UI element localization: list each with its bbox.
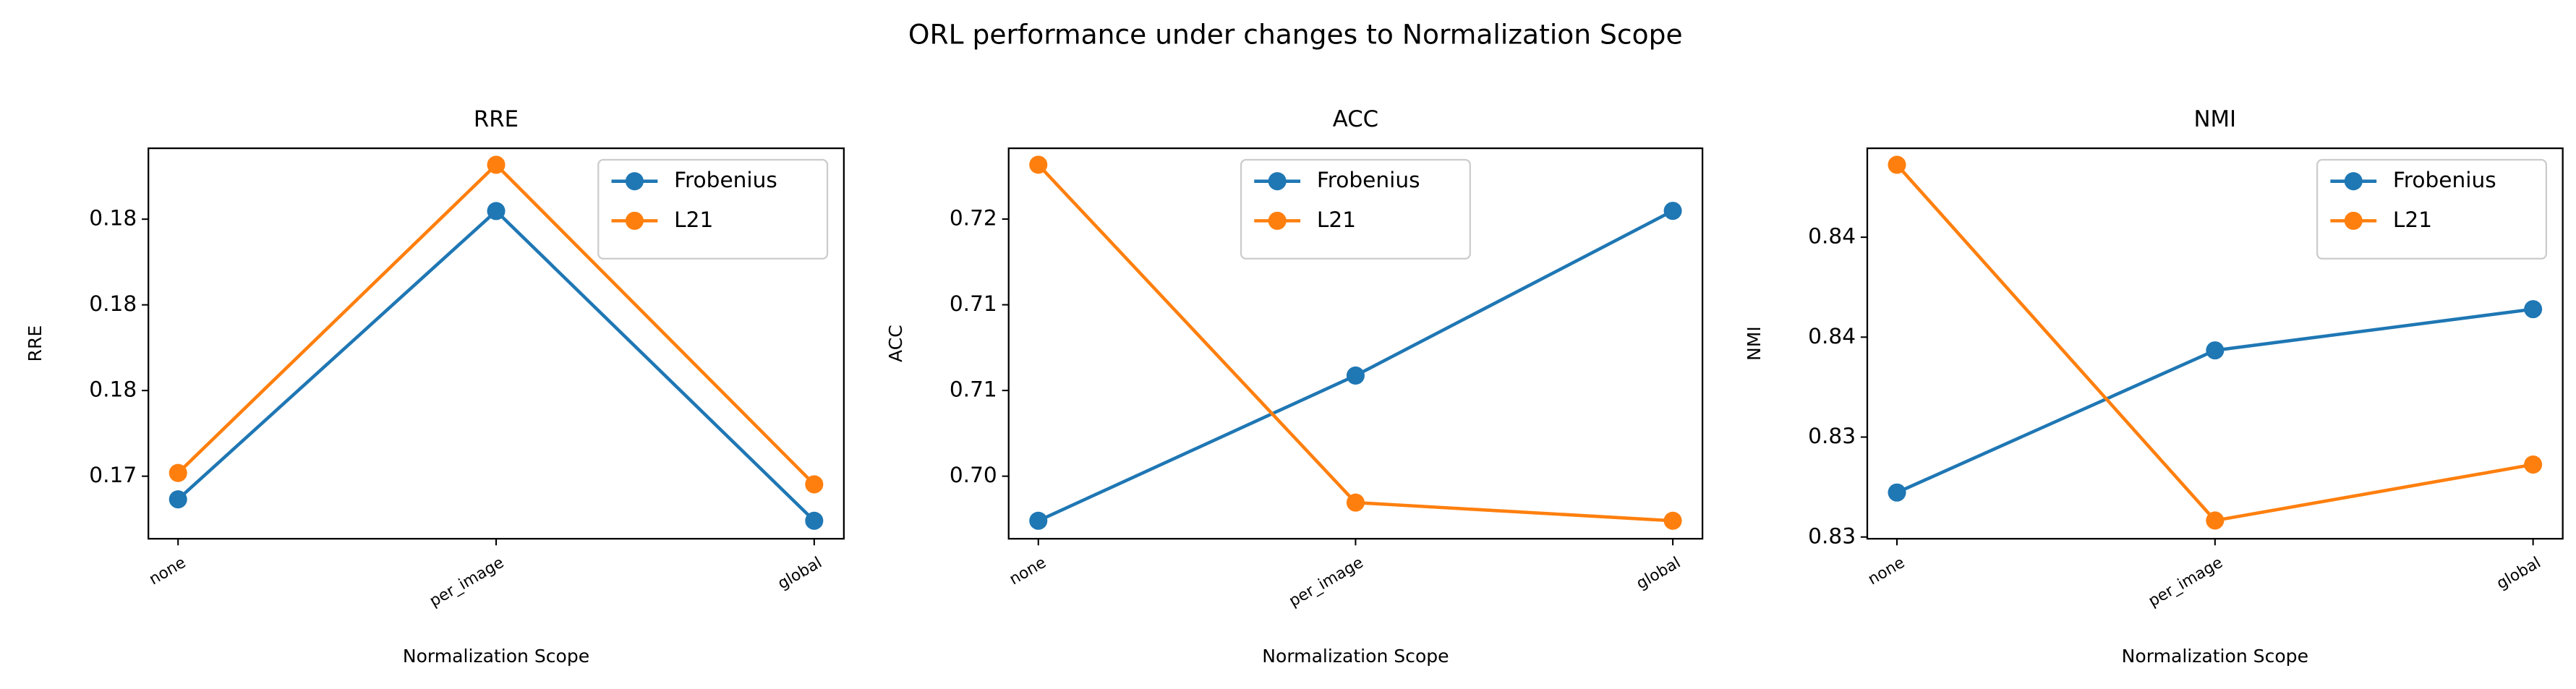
legend-marker (1268, 211, 1287, 230)
y-tick-label: 0.17 (89, 463, 137, 487)
legend-marker (625, 172, 644, 191)
legend-label: L21 (1317, 207, 1356, 232)
y-tick-label: 0.83 (1808, 424, 1856, 448)
legend-box (2316, 158, 2548, 260)
figure-title: ORL performance under changes to Normali… (908, 19, 1683, 51)
data-point (1888, 155, 1906, 174)
data-point (1346, 493, 1365, 512)
axes-frame (1866, 147, 2564, 540)
y-tick-label: 0.71 (950, 291, 997, 316)
subplot-title: ACC (1333, 106, 1378, 132)
subplot-title: RRE (474, 106, 519, 132)
legend-box (1240, 158, 1471, 260)
legend-label: L21 (2393, 207, 2432, 232)
data-point (1346, 366, 1365, 385)
data-point (169, 490, 187, 509)
data-point (169, 463, 187, 482)
y-tick-label: 0.83 (1808, 523, 1856, 548)
data-point (1663, 202, 1682, 221)
data-point (805, 475, 824, 494)
data-point (2524, 455, 2543, 474)
legend-label: Frobenius (674, 168, 777, 192)
y-tick-label: 0.71 (950, 377, 997, 402)
data-point (1029, 511, 1048, 530)
y-tick-label: 0.18 (89, 206, 137, 231)
y-tick-label: 0.84 (1808, 324, 1856, 348)
y-tick-label: 0.84 (1808, 224, 1856, 249)
data-point (1888, 483, 1906, 502)
y-axis-label: NMI (1744, 326, 1765, 361)
data-point (1663, 511, 1682, 530)
data-point (2206, 341, 2225, 360)
y-tick-label: 0.70 (950, 463, 997, 487)
x-axis-label: Normalization Scope (2122, 646, 2308, 667)
x-axis-label: Normalization Scope (1262, 646, 1449, 667)
y-tick-label: 0.18 (89, 291, 137, 316)
legend-marker (1268, 172, 1287, 191)
axes-frame (1007, 147, 1704, 540)
legend-label: Frobenius (2393, 168, 2496, 192)
y-tick-label: 0.72 (950, 206, 997, 231)
y-axis-label: ACC (885, 325, 906, 362)
subplot-title: NMI (2194, 106, 2237, 132)
data-point (2524, 300, 2543, 319)
data-point (487, 155, 506, 174)
legend-marker (2344, 172, 2363, 191)
y-tick-label: 0.18 (89, 377, 137, 402)
legend-label: Frobenius (1317, 168, 1420, 192)
legend-marker (625, 211, 644, 230)
data-point (805, 511, 824, 530)
data-point (1029, 155, 1048, 174)
legend-marker (2344, 211, 2363, 230)
x-axis-label: Normalization Scope (403, 646, 589, 667)
legend-box (597, 158, 829, 260)
y-axis-label: RRE (25, 325, 46, 362)
axes-frame (148, 147, 845, 540)
data-point (2206, 511, 2225, 530)
data-point (487, 202, 506, 221)
legend-label: L21 (674, 207, 713, 232)
